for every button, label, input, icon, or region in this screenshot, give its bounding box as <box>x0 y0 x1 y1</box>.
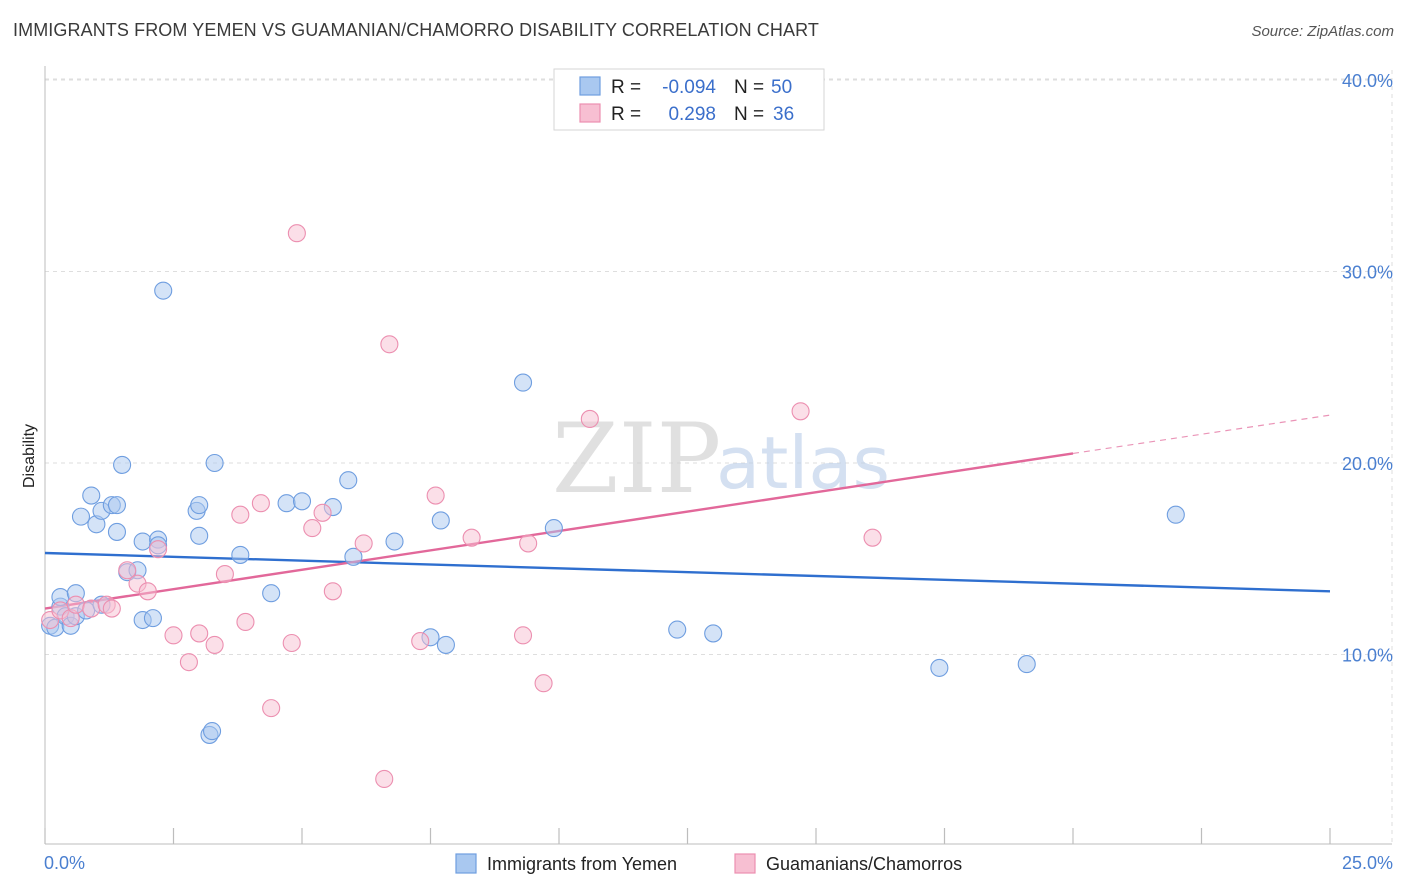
point-guamanian <box>303 519 322 538</box>
point-guamanian <box>534 674 553 693</box>
y-tick-label: 30.0% <box>1342 263 1393 283</box>
point-yemen <box>133 532 152 551</box>
point-guamanian <box>287 224 306 243</box>
legend-n-value: 36 <box>773 104 794 125</box>
point-guamanian <box>323 582 342 601</box>
point-yemen <box>436 635 455 654</box>
point-guamanian <box>138 582 157 601</box>
point-guamanian <box>863 528 882 547</box>
trend-line-guamanian-extension <box>1072 414 1331 455</box>
point-guamanian <box>375 769 394 789</box>
point-yemen <box>262 584 281 603</box>
point-guamanian <box>282 633 301 653</box>
point-yemen <box>704 624 723 643</box>
point-yemen <box>344 547 363 566</box>
legend-swatch-blue <box>579 76 601 96</box>
point-yemen <box>107 522 127 541</box>
point-guamanian <box>149 540 168 559</box>
legend-bottom: Immigrants from Yemen Guamanians/Chamorr… <box>455 853 962 874</box>
point-guamanian <box>66 595 85 614</box>
point-guamanian <box>205 635 224 654</box>
y-axis-label: Disability <box>21 424 38 488</box>
tick-labels: 10.0% 20.0% 30.0% 40.0% 0.0% 25.0% <box>44 71 1393 873</box>
gridlines <box>45 70 1393 844</box>
legend-swatch-yemen <box>455 853 477 874</box>
point-guamanian <box>313 503 332 522</box>
point-yemen <box>1017 655 1036 674</box>
point-yemen <box>1166 505 1185 524</box>
point-yemen <box>513 373 533 392</box>
point-guamanian <box>262 699 281 718</box>
trend-line-yemen <box>44 551 1331 593</box>
watermark: ZIP atlas <box>552 403 890 515</box>
point-guamanian <box>82 599 101 618</box>
y-tick-label: 20.0% <box>1342 454 1393 474</box>
point-guamanian <box>580 409 599 429</box>
chart-title: IMMIGRANTS FROM YEMEN VS GUAMANIAN/CHAMO… <box>13 20 819 40</box>
point-guamanian <box>215 565 234 584</box>
data-points <box>41 224 1185 789</box>
source-label: Source: ZipAtlas.com <box>1251 23 1394 40</box>
legend-n-value: 50 <box>771 77 792 98</box>
point-yemen <box>190 526 209 545</box>
point-guamanian <box>231 505 250 524</box>
legend-r-label: R = <box>611 104 641 125</box>
point-guamanian <box>179 653 198 672</box>
point-yemen <box>930 658 949 677</box>
point-yemen <box>231 545 250 564</box>
point-yemen <box>668 620 687 639</box>
point-guamanian <box>513 626 533 645</box>
point-yemen <box>82 486 101 505</box>
legend-n-label: N = <box>734 104 764 125</box>
point-yemen <box>71 507 91 526</box>
y-tick-label: 10.0% <box>1342 646 1393 666</box>
legend-top: R = -0.094 N = 50 R = 0.298 N = 36 <box>553 68 825 131</box>
legend-swatch-pink <box>579 103 601 123</box>
point-guamanian <box>462 528 481 547</box>
legend-r-label: R = <box>611 77 641 98</box>
legend-r-value: -0.094 <box>662 77 716 98</box>
point-yemen <box>385 532 404 551</box>
point-yemen <box>107 496 127 515</box>
point-guamanian <box>354 534 373 553</box>
y-tick-label: 40.0% <box>1342 71 1393 91</box>
legend-item-yemen: Immigrants from Yemen <box>487 854 677 874</box>
axes <box>44 66 1392 845</box>
watermark-zip: ZIP <box>552 403 721 515</box>
legend-item-guamanian: Guamanians/Chamorros <box>766 854 962 874</box>
point-yemen <box>113 455 132 474</box>
point-guamanian <box>411 632 430 651</box>
legend-n-label: N = <box>734 77 764 98</box>
x-tick-label: 0.0% <box>44 853 85 873</box>
point-guamanian <box>791 402 810 421</box>
x-tick-label: 25.0% <box>1342 853 1393 873</box>
watermark-atlas: atlas <box>716 421 890 505</box>
point-guamanian <box>251 494 270 513</box>
legend-r-value: 0.298 <box>668 104 716 125</box>
point-yemen <box>292 492 312 511</box>
point-guamanian <box>519 534 538 553</box>
point-guamanian <box>164 626 183 645</box>
point-yemen <box>339 471 358 490</box>
point-guamanian <box>380 335 399 354</box>
point-yemen <box>431 511 450 530</box>
point-guamanian <box>236 612 255 631</box>
point-yemen <box>205 453 224 473</box>
point-yemen <box>143 609 162 628</box>
point-guamanian <box>426 486 445 505</box>
legend-swatch-guamanian <box>734 853 756 874</box>
point-guamanian <box>102 599 121 618</box>
point-yemen <box>277 494 296 513</box>
point-yemen <box>203 722 222 741</box>
point-yemen <box>190 496 209 515</box>
point-yemen <box>544 519 563 538</box>
point-guamanian <box>190 624 209 643</box>
point-guamanian <box>118 561 137 580</box>
point-yemen <box>154 281 173 300</box>
